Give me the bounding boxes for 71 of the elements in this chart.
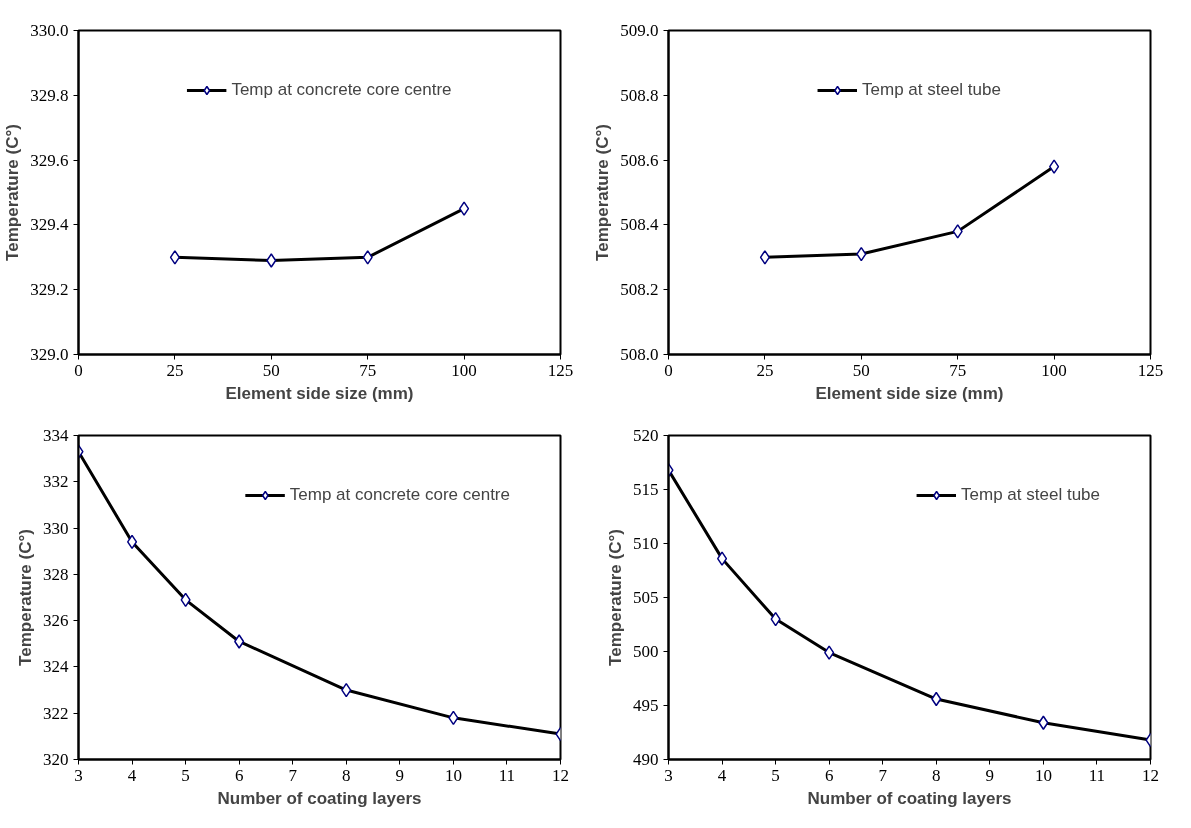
x-tick-label: 25 (756, 360, 774, 380)
y-tick-label: 332 (43, 472, 69, 492)
x-tick-label: 12 (1142, 765, 1159, 785)
y-tick-label: 509.0 (620, 21, 659, 40)
x-tick-label: 0 (74, 360, 83, 380)
x-tick-label: 5 (181, 765, 190, 785)
y-axis-title: Temperature (C°) (606, 529, 625, 666)
x-tick-label: 125 (547, 360, 574, 380)
y-tick-label: 329.6 (30, 150, 69, 170)
y-tick-label: 505 (633, 588, 659, 607)
x-tick-label: 8 (342, 765, 351, 785)
x-tick-label: 5 (771, 765, 780, 785)
y-tick-label: 329.4 (30, 215, 69, 235)
x-tick-label: 9 (985, 765, 995, 785)
y-tick-label: 508.6 (620, 150, 659, 170)
x-axis-title: Number of coating layers (807, 788, 1012, 808)
y-tick-label: 520 (633, 426, 659, 445)
y-tick-label: 508.4 (620, 215, 659, 235)
y-tick-label: 329.2 (30, 280, 69, 300)
y-tick-label: 508.8 (620, 85, 659, 105)
x-tick-label: 10 (444, 765, 462, 785)
y-tick-label: 329.0 (30, 345, 69, 364)
legend-label: Temp at concrete core centre (289, 485, 510, 505)
x-tick-label: 9 (395, 765, 405, 785)
y-tick-label: 515 (633, 480, 659, 499)
x-tick-label: 8 (932, 765, 941, 785)
y-tick-label: 326 (43, 611, 69, 631)
x-axis-title: Number of coating layers (217, 788, 422, 808)
y-tick-label: 334 (43, 426, 69, 445)
y-tick-label: 490 (633, 750, 659, 769)
x-tick-label: 12 (552, 765, 569, 785)
y-tick-label: 508.0 (620, 345, 659, 364)
y-tick-label: 508.2 (620, 280, 659, 300)
y-tick-label: 495 (633, 696, 659, 715)
x-tick-label: 7 (878, 765, 888, 785)
legend-label: Temp at steel tube (961, 485, 1100, 505)
x-tick-label: 10 (1034, 765, 1052, 785)
x-tick-label: 11 (498, 765, 516, 785)
x-tick-label: 6 (824, 765, 834, 785)
y-tick-label: 324 (43, 657, 69, 677)
x-tick-label: 11 (1088, 765, 1106, 785)
x-tick-label: 75 (359, 360, 377, 380)
x-tick-label: 50 (262, 360, 280, 380)
x-tick-label: 50 (852, 360, 870, 380)
legend-label: Temp at concrete core centre (231, 80, 452, 100)
y-tick-label: 322 (43, 703, 69, 723)
y-tick-label: 500 (633, 642, 659, 661)
y-tick-label: 329.8 (30, 85, 69, 105)
y-axis-title: Temperature (C°) (16, 529, 35, 666)
x-tick-label: 3 (74, 765, 83, 785)
x-tick-label: 3 (664, 765, 673, 785)
x-tick-label: 25 (166, 360, 184, 380)
y-tick-label: 330.0 (30, 21, 69, 40)
y-tick-label: 330 (43, 518, 69, 538)
y-tick-label: 320 (43, 750, 69, 769)
x-tick-label: 125 (1137, 360, 1164, 380)
y-tick-label: 510 (633, 534, 659, 553)
x-tick-label: 75 (949, 360, 967, 380)
x-tick-label: 100 (451, 360, 477, 380)
x-tick-label: 100 (1041, 360, 1067, 380)
y-axis-title: Temperature (C°) (593, 124, 613, 261)
y-tick-label: 328 (43, 564, 69, 584)
x-tick-label: 7 (288, 765, 298, 785)
y-axis-title: Temperature (C°) (3, 124, 23, 261)
x-tick-label: 4 (717, 765, 727, 785)
x-axis-title: Element side size (mm) (815, 383, 1004, 403)
legend-label: Temp at steel tube (862, 80, 1001, 100)
x-axis-title: Element side size (mm) (225, 383, 414, 403)
x-tick-label: 6 (234, 765, 244, 785)
x-tick-label: 4 (127, 765, 137, 785)
x-tick-label: 0 (664, 360, 673, 380)
